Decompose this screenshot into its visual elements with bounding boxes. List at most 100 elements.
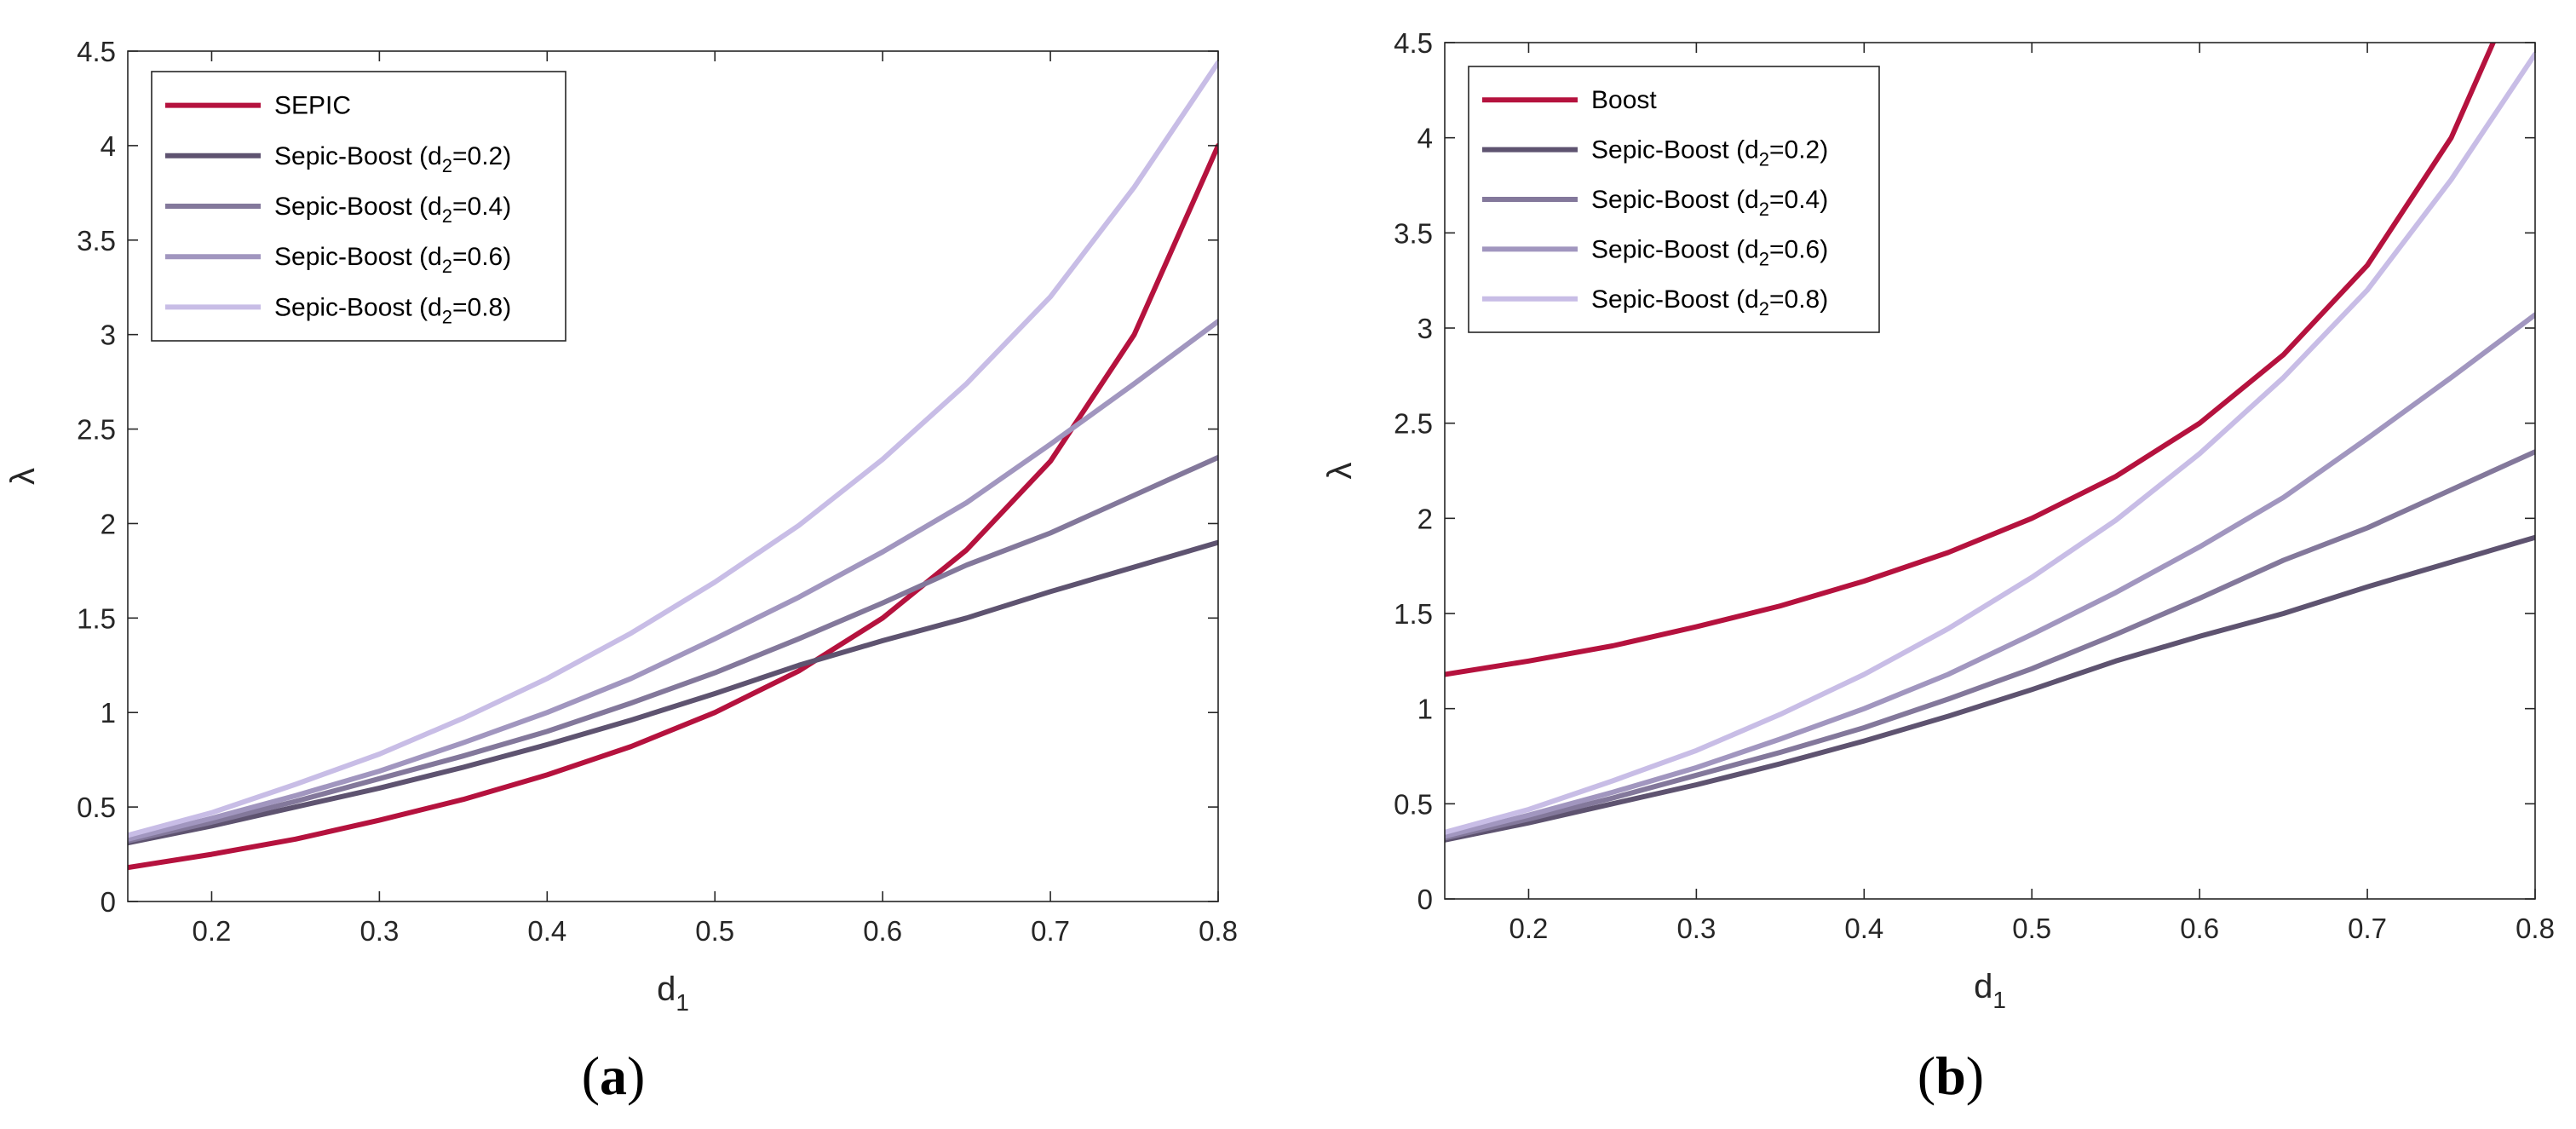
y-tick-label: 1 [101,697,116,729]
legend-entry-sub: 2 [1759,248,1769,269]
chart-panel-b: 0.2 0.3 0.4 0.5 0.6 0.7 0.8 0 0.5 1 1.5 2 2.5 3 3.5 4 4.… [1321,27,2555,1106]
x-axis-title: d1 [657,971,689,1016]
y-tick-label: 2.5 [1394,408,1433,440]
series-line-3 [128,454,1218,844]
panel-label-close: ) [627,1045,645,1106]
panel-label: (a) [582,1045,646,1106]
legend-entry-suffix: =0.8) [1769,285,1828,314]
y-tick-label: 0.5 [77,792,116,823]
y-tick-label: 0 [1417,884,1433,915]
legend-entry-suffix: =0.2) [1769,136,1828,164]
series-line-1 [1445,43,2497,677]
series-line-1 [128,142,1218,871]
y-tick-label: 3.5 [77,225,116,256]
series-line-4 [128,319,1218,842]
legend-entry-prefix: SEPIC [274,92,351,120]
legend-entry-sub: 2 [442,306,452,327]
series-group [128,60,1218,871]
x-tick-label: 0.5 [695,915,734,947]
x-axis-title-main: d [1974,968,1992,1005]
y-axis-title: λ [4,468,42,485]
legend-entry-5: Sepic-Boost (d2=0.8) [1591,285,1828,320]
x-tick-label: 0.2 [1509,913,1549,944]
x-tick-label: 0.4 [527,915,566,947]
series-group [1445,43,2535,843]
legend-entry-prefix: Sepic-Boost (d [274,142,442,170]
y-tick-label: 1 [1417,694,1433,725]
legend-entry-4: Sepic-Boost (d2=0.6) [274,243,511,277]
legend-entry-2: Sepic-Boost (d2=0.2) [1591,136,1828,170]
y-tick-label: 4 [101,130,116,162]
x-axis-title: d1 [1974,968,2006,1013]
legend-entry-suffix: =0.4) [452,193,511,221]
legend-entry-suffix: =0.4) [1769,186,1828,214]
y-tick-label: 3 [1417,313,1433,344]
series-line-2 [128,539,1218,846]
y-tick-label: 2 [1417,503,1433,534]
x-tick-label: 0.4 [1844,913,1883,944]
y-tick-label: 4.5 [77,36,116,67]
chart-panel-a: 0.2 0.3 0.4 0.5 0.6 0.7 0.8 0 0.5 1 1.5 2 2.5 3 3.5 4 4.… [4,36,1238,1106]
panel-label-letter: a [600,1045,627,1106]
legend-entry-prefix: Sepic-Boost (d [1591,285,1759,314]
x-tick-label: 0.6 [2180,913,2219,944]
legend-entry-2: Sepic-Boost (d2=0.2) [274,142,511,176]
legend-entry-sub: 2 [442,256,452,277]
x-axis-title-sub: 1 [1992,987,2006,1013]
y-axis-title: λ [1321,463,1359,480]
legend-entry-3: Sepic-Boost (d2=0.4) [1591,186,1828,220]
panel-label-letter: b [1935,1045,1966,1106]
x-tick-label: 0.7 [2348,913,2387,944]
legend-entry-prefix: Boost [1591,86,1657,114]
panel-label: (b) [1918,1045,1984,1106]
y-tick-label: 0 [101,886,116,918]
series-line-3 [1445,449,2535,841]
x-axis-title-sub: 1 [676,989,689,1016]
y-tick-label: 3 [101,320,116,351]
legend-entry-prefix: Sepic-Boost (d [1591,136,1759,164]
legend-entry-prefix: Sepic-Boost (d [274,293,442,321]
y-tick-label: 0.5 [1394,788,1433,820]
legend-entry-1: Boost [1591,86,1657,114]
legend-entry-3: Sepic-Boost (d2=0.4) [274,193,511,227]
panel-label-close: ) [1966,1045,1984,1106]
legend-entry-sub: 2 [1759,199,1769,220]
x-tick-label: 0.7 [1031,915,1070,947]
axes-box [1444,42,2536,900]
legend-entry-sub: 2 [1759,149,1769,170]
y-tick-label: 4 [1417,123,1433,154]
series-line-2 [1445,534,2535,843]
x-tick-label: 0.8 [1199,915,1238,947]
x-tick-label: 0.8 [2516,913,2555,944]
x-axis-title-main: d [657,971,676,1008]
x-tick-label: 0.6 [863,915,902,947]
y-tick-label: 2 [101,508,116,539]
y-tick-label: 4.5 [1394,27,1433,59]
legend-entry-prefix: Sepic-Boost (d [274,243,442,271]
legend-entry-sub: 2 [442,155,452,176]
legend-entry-5: Sepic-Boost (d2=0.8) [274,293,511,327]
legend-entry-prefix: Sepic-Boost (d [1591,235,1759,263]
legend-entry-suffix: =0.2) [452,142,511,170]
panel-label-open: ( [582,1045,600,1106]
legend-entry-prefix: Sepic-Boost (d [1591,186,1759,214]
panel-label-open: ( [1918,1045,1935,1106]
series-line-5 [1445,51,2535,835]
y-tick-label: 3.5 [1394,217,1433,249]
legend-entry-4: Sepic-Boost (d2=0.6) [1591,235,1828,269]
x-tick-label: 0.2 [193,915,232,947]
y-tick-label: 1.5 [1394,598,1433,630]
legend-entry-suffix: =0.6) [452,243,511,271]
x-tick-label: 0.3 [1676,913,1716,944]
axes-box [127,50,1219,902]
legend-entry-sub: 2 [442,205,452,227]
legend-entry-1: SEPIC [274,92,351,120]
y-tick-label: 1.5 [77,602,116,634]
legend-entry-suffix: =0.8) [452,293,511,321]
legend-entry-sub: 2 [1759,298,1769,320]
series-line-5 [128,60,1218,838]
x-tick-label: 0.5 [2012,913,2051,944]
